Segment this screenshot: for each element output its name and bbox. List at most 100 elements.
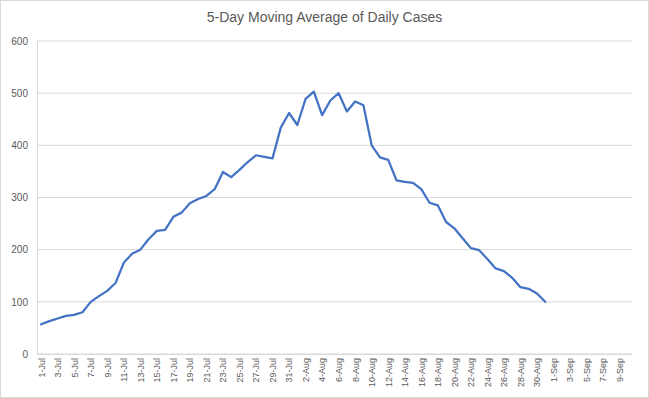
plot-area: 0 100 200 300 400 500 600 1-Jul 3-Jul 5-Jul 7-Jul 9…	[11, 36, 632, 387]
x-tick-label: 7-Jul	[86, 358, 96, 378]
x-tick-label: 17-Jul	[169, 358, 179, 383]
x-tick: 14-Aug	[400, 354, 410, 387]
x-tick: 21-Jul	[202, 354, 212, 383]
grid-line	[37, 249, 632, 250]
x-tick: 29-Jul	[268, 354, 278, 383]
x-tick: 2-Aug	[301, 354, 311, 382]
x-tick: 5-Sep	[582, 354, 592, 382]
x-tick-label: 21-Jul	[202, 358, 212, 383]
x-tick: 25-Jul	[235, 354, 245, 383]
x-tick-label: 19-Jul	[185, 358, 195, 383]
x-tick: 28-Aug	[516, 354, 526, 387]
y-tick-label: 100	[11, 297, 28, 308]
chart-background	[1, 1, 649, 398]
x-tick-label: 4-Aug	[317, 358, 327, 382]
x-tick-label: 10-Aug	[367, 358, 377, 387]
x-tick: 19-Jul	[185, 354, 195, 383]
x-tick: 11-Jul	[119, 354, 129, 382]
x-tick: 26-Aug	[499, 354, 509, 387]
x-tick: 9-Sep	[615, 354, 625, 382]
x-tick-label: 1-Sep	[549, 358, 559, 382]
x-tick-label: 25-Jul	[235, 358, 245, 383]
y-tick-label: 200	[11, 244, 28, 255]
y-axis: 0 100 200 300 400 500 600	[11, 36, 37, 360]
x-tick-label: 13-Jul	[136, 358, 146, 383]
x-tick-label: 1-Jul	[37, 358, 47, 378]
y-tick-label: 600	[11, 36, 28, 47]
x-tick: 18-Aug	[433, 354, 443, 387]
grid-line	[37, 301, 632, 302]
x-tick: 9-Jul	[103, 354, 113, 378]
x-tick-label: 24-Aug	[483, 358, 493, 387]
grid-line	[37, 93, 632, 94]
x-tick: 22-Aug	[466, 354, 476, 387]
x-tick: 10-Aug	[367, 354, 377, 387]
x-tick: 12-Aug	[384, 354, 394, 387]
grid-line	[37, 354, 632, 355]
x-tick: 7-Jul	[86, 354, 96, 378]
x-tick-label: 23-Jul	[218, 358, 228, 383]
x-tick: 16-Aug	[417, 354, 427, 387]
y-tick-label: 500	[11, 88, 28, 99]
x-tick: 5-Jul	[70, 354, 80, 378]
chart: 0 100 200 300 400 500 600 1-Jul 3-Jul 5-Jul 7-Jul 9…	[0, 0, 649, 398]
x-tick-label: 28-Aug	[516, 358, 526, 387]
grid-line	[37, 41, 632, 42]
grid-line	[37, 197, 632, 198]
y-tick-label: 400	[11, 140, 28, 151]
x-tick: 3-Jul	[53, 354, 63, 378]
y-tick: 300	[11, 192, 37, 203]
x-tick: 27-Jul	[251, 354, 261, 383]
y-tick-label: 300	[11, 192, 28, 203]
x-tick: 15-Jul	[152, 354, 162, 383]
x-tick-label: 26-Aug	[499, 358, 509, 387]
y-tick: 100	[11, 297, 37, 308]
x-tick-label: 9-Jul	[103, 358, 113, 378]
x-tick: 1-Sep	[549, 354, 559, 382]
grid	[37, 41, 632, 354]
x-tick: 4-Aug	[317, 354, 327, 382]
x-tick-label: 5-Jul	[70, 358, 80, 378]
x-tick-label: 9-Sep	[615, 358, 625, 382]
x-tick: 31-Jul	[284, 354, 294, 383]
grid-line	[37, 145, 632, 146]
x-tick-label: 2-Aug	[301, 358, 311, 382]
x-tick: 7-Sep	[598, 354, 608, 382]
y-tick: 600	[11, 36, 37, 47]
x-tick: 3-Sep	[565, 354, 575, 382]
y-tick-label: 0	[22, 349, 28, 360]
x-tick: 24-Aug	[483, 354, 493, 387]
x-tick-label: 15-Jul	[152, 358, 162, 383]
x-tick-label: 16-Aug	[417, 358, 427, 387]
x-tick-label: 20-Aug	[450, 358, 460, 387]
x-axis: 1-Jul 3-Jul 5-Jul 7-Jul 9-Jul 11-Jul 13-Jul 15-…	[37, 354, 633, 387]
line-series	[41, 92, 545, 325]
y-tick: 0	[22, 349, 37, 360]
x-tick-label: 22-Aug	[466, 358, 476, 387]
x-tick-label: 5-Sep	[582, 358, 592, 382]
x-tick: 23-Jul	[218, 354, 228, 383]
x-tick-label: 27-Jul	[251, 358, 261, 383]
x-tick-label: 18-Aug	[433, 358, 443, 387]
x-tick: 30-Aug	[532, 354, 542, 387]
y-tick: 400	[11, 140, 37, 151]
x-tick: 1-Jul	[37, 354, 47, 378]
x-tick-label: 3-Jul	[53, 358, 63, 378]
x-tick-label: 8-Aug	[351, 358, 361, 382]
x-tick-label: 11-Jul	[119, 358, 129, 382]
x-tick: 8-Aug	[351, 354, 361, 382]
x-tick-label: 30-Aug	[532, 358, 542, 387]
x-tick-label: 12-Aug	[384, 358, 394, 387]
y-axis-line	[37, 42, 38, 355]
x-tick: 13-Jul	[136, 354, 146, 383]
x-tick: 17-Jul	[169, 354, 179, 383]
chart-title: 5-Day Moving Average of Daily Cases	[207, 9, 443, 25]
y-tick: 200	[11, 244, 37, 255]
x-tick-label: 6-Aug	[334, 358, 344, 382]
x-tick: 6-Aug	[334, 354, 344, 382]
x-tick-label: 29-Jul	[268, 358, 278, 383]
x-tick-label: 14-Aug	[400, 358, 410, 387]
x-tick-label: 7-Sep	[598, 358, 608, 382]
series-group	[41, 92, 545, 325]
x-tick-label: 31-Jul	[284, 358, 294, 383]
